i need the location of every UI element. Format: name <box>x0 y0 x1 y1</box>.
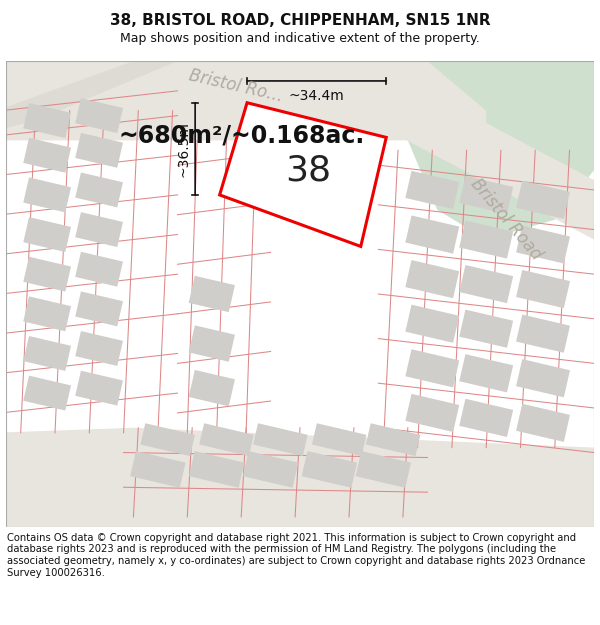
Polygon shape <box>23 336 71 371</box>
Polygon shape <box>406 304 459 343</box>
Polygon shape <box>406 260 459 298</box>
Polygon shape <box>188 370 235 406</box>
Polygon shape <box>459 221 513 259</box>
Text: ~36.5m: ~36.5m <box>176 121 190 177</box>
Polygon shape <box>130 451 185 488</box>
Text: Map shows position and indicative extent of the property.: Map shows position and indicative extent… <box>120 32 480 45</box>
Polygon shape <box>406 216 459 254</box>
Polygon shape <box>0 428 594 537</box>
Polygon shape <box>253 423 308 456</box>
Polygon shape <box>516 226 570 264</box>
Polygon shape <box>516 404 570 442</box>
Polygon shape <box>220 102 386 246</box>
Polygon shape <box>75 173 123 208</box>
Polygon shape <box>516 270 570 308</box>
Text: 38: 38 <box>285 153 331 188</box>
Polygon shape <box>188 276 235 312</box>
Text: Contains OS data © Crown copyright and database right 2021. This information is : Contains OS data © Crown copyright and d… <box>7 533 586 578</box>
Polygon shape <box>459 309 513 348</box>
Polygon shape <box>243 451 298 488</box>
Polygon shape <box>75 212 123 247</box>
Text: Bristol Road: Bristol Road <box>467 176 545 264</box>
Text: ~34.4m: ~34.4m <box>289 89 344 103</box>
Polygon shape <box>388 71 594 239</box>
Polygon shape <box>0 61 178 131</box>
Polygon shape <box>302 451 357 488</box>
Polygon shape <box>368 61 486 170</box>
Polygon shape <box>406 394 459 432</box>
Polygon shape <box>393 61 594 239</box>
Polygon shape <box>75 331 123 366</box>
Polygon shape <box>516 181 570 219</box>
Polygon shape <box>516 359 570 398</box>
Polygon shape <box>23 217 71 252</box>
Polygon shape <box>459 354 513 392</box>
Polygon shape <box>356 451 411 488</box>
Polygon shape <box>406 349 459 388</box>
Polygon shape <box>0 61 486 141</box>
Polygon shape <box>140 423 195 456</box>
Polygon shape <box>199 423 254 456</box>
Polygon shape <box>459 176 513 214</box>
Polygon shape <box>188 326 235 362</box>
Polygon shape <box>459 399 513 437</box>
Polygon shape <box>23 177 71 212</box>
Polygon shape <box>75 133 123 168</box>
Text: Bristol Ro…: Bristol Ro… <box>187 66 285 106</box>
Polygon shape <box>75 291 123 326</box>
Polygon shape <box>23 376 71 411</box>
Polygon shape <box>516 314 570 352</box>
Polygon shape <box>75 252 123 287</box>
Polygon shape <box>406 171 459 209</box>
Polygon shape <box>312 423 367 456</box>
Polygon shape <box>23 296 71 331</box>
Polygon shape <box>75 98 123 133</box>
Polygon shape <box>366 423 421 456</box>
Polygon shape <box>459 265 513 303</box>
Polygon shape <box>189 451 244 488</box>
Polygon shape <box>23 138 71 172</box>
Text: ~680m²/~0.168ac.: ~680m²/~0.168ac. <box>119 124 365 148</box>
Polygon shape <box>23 257 71 292</box>
Polygon shape <box>75 371 123 406</box>
Text: 38, BRISTOL ROAD, CHIPPENHAM, SN15 1NR: 38, BRISTOL ROAD, CHIPPENHAM, SN15 1NR <box>110 12 490 28</box>
Polygon shape <box>23 103 71 138</box>
